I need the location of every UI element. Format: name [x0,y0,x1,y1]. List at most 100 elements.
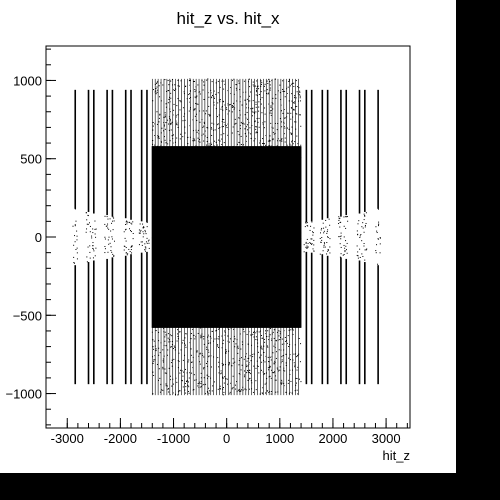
scatter-point-363 [294,141,296,143]
scatter-strip-1447 [276,146,278,328]
scatter-point-416 [159,114,161,116]
scatter-point-2067 [218,153,220,155]
scatter-point-2240 [92,248,94,250]
scatter-point-152 [253,111,255,113]
scatter-point-582 [170,346,172,348]
scatter-point-926 [281,383,283,385]
scatter-point-1526 [168,175,170,177]
scatter-strip-1252 [152,146,154,328]
scatter-point-2409 [323,244,325,246]
scatter-point-2384 [307,246,309,248]
scatter-point-1852 [192,196,194,198]
scatter-point-987 [211,122,213,124]
scatter-point-1995 [271,205,273,207]
scatter-strip-1323 [197,146,199,328]
scatter-point-1729 [276,269,278,271]
scatter-point-2193 [76,239,78,241]
scatter-point-2180 [225,262,227,264]
scatter-point-2161 [250,326,252,328]
scatter-point-1234 [158,117,160,119]
scatter-point-1775 [245,248,247,250]
scatter-point-65 [273,363,275,365]
scatter-point-732 [198,140,200,142]
scatter-point-366 [207,361,209,363]
scatter-strip-1409 [252,146,254,328]
scatter-point-1618 [239,290,241,292]
scatter-point-1250 [159,113,161,115]
scatter-point-2531 [378,238,380,240]
scatter-point-1230 [216,116,218,118]
scatter-point-191 [264,121,266,123]
scatter-point-859 [297,393,299,395]
scatter-point-1717 [173,160,175,162]
scatter-strip-1346 [212,146,214,328]
scatter-point-2122 [283,291,285,293]
scatter-point-514 [255,103,257,105]
scatter-point-2020 [281,156,283,158]
scatter-point-276 [206,127,208,129]
scatter-point-248 [223,80,225,82]
scatter-point-2340 [142,223,144,225]
scatter-point-268 [199,353,201,355]
scatter-point-1239 [244,388,246,390]
scatter-point-1617 [161,303,163,305]
scatter-point-2311 [131,223,133,225]
scatter-point-1228 [176,137,178,139]
scatter-point-2124 [286,187,288,189]
scatter-point-2156 [278,322,280,324]
scatter-point-903 [295,128,297,130]
scatter-point-2529 [379,237,381,239]
scatter-point-2090 [188,242,190,244]
scatter-point-2495 [357,223,359,225]
scatter-point-332 [200,337,202,339]
scatter-point-1900 [282,311,284,313]
scatter-point-415 [195,86,197,88]
scatter-point-326 [210,377,212,379]
scatter-point-86 [187,381,189,383]
scatter-point-2207 [89,231,91,233]
scatter-point-705 [152,356,154,358]
scatter-point-2198 [74,241,76,243]
scatter-point-838 [269,140,271,142]
scatter-point-1542 [201,261,203,263]
scatter-strip-1412 [254,146,256,328]
scatter-point-435 [163,355,165,357]
scatter-point-1000 [243,331,245,333]
scatter-point-1161 [294,390,296,392]
scatter-point-82 [269,112,271,114]
scatter-point-112 [273,362,275,364]
scatter-point-1659 [238,298,240,300]
scatter-point-225 [245,364,247,366]
scatter-point-1969 [263,180,265,182]
scatter-point-392 [277,90,279,92]
scatter-point-381 [239,114,241,116]
scatter-point-1489 [196,278,198,280]
scatter-point-1201 [298,87,300,89]
scatter-point-460 [233,93,235,95]
scatter-point-663 [173,383,175,385]
scatter-point-1608 [210,181,212,183]
scatter-strip-2485 [358,89,361,214]
scatter-point-1887 [255,264,257,266]
scatter-point-327 [182,120,184,122]
scatter-strip-1439 [271,146,273,328]
scatter-point-1534 [213,245,214,246]
scatter-strip-1301 [183,146,185,328]
scatter-point-1626 [177,264,179,266]
scatter-point-2391 [312,248,314,250]
scatter-point-1055 [234,118,236,120]
scatter-strip-1335 [205,146,207,328]
scatter-point-196 [215,108,217,110]
scatter-strip-1349 [214,146,216,328]
scatter-point-1065 [152,143,154,145]
scatter-point-2081 [211,326,213,328]
scatter-point-2402 [310,225,312,227]
scatter-point-1705 [191,241,193,243]
scatter-point-2451 [340,235,342,237]
scatter-point-75 [243,144,245,146]
scatter-point-477 [180,369,182,371]
scatter-point-2054 [186,214,188,216]
scatter-point-2431 [328,249,330,251]
scatter-point-113 [260,98,262,100]
scatter-point-245 [153,360,155,362]
